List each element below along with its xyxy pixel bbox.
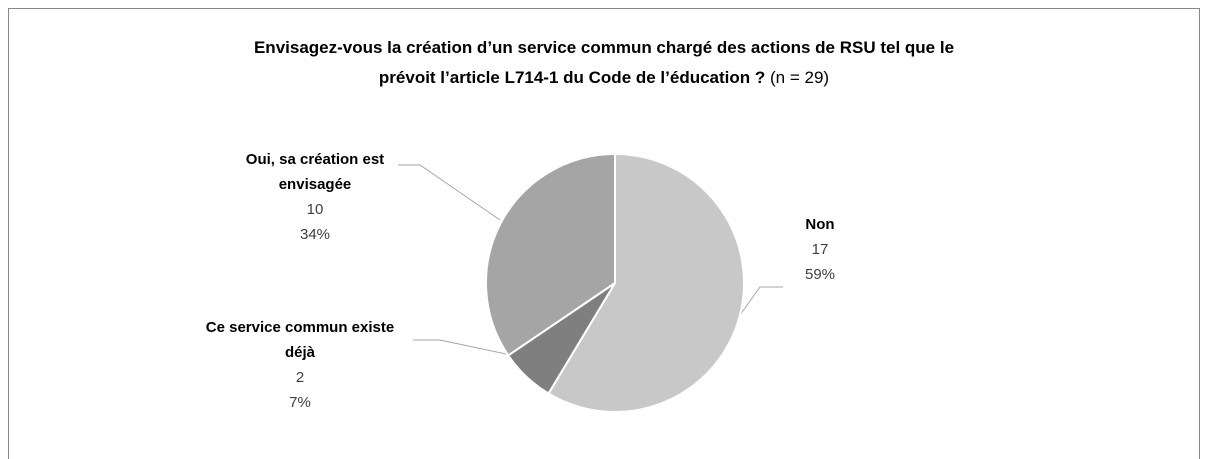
pie-slice [485, 152, 616, 357]
percent-label: 59% [804, 266, 836, 283]
category-label: Non [805, 216, 835, 233]
data-label: Oui, sa création est envisagée 10 34% [215, 147, 415, 247]
value-label: 2 [295, 369, 305, 386]
pie-slice [547, 152, 745, 413]
value-label: 10 [306, 201, 324, 218]
category-label: Ce service commun existe déjà [205, 319, 395, 361]
data-label: Ce service commun existe déjà 2 7% [200, 315, 400, 415]
percent-label: 34% [299, 226, 331, 243]
category-label: Oui, sa création est envisagée [245, 151, 385, 193]
leader-line [739, 286, 783, 316]
chart-title: prévoit l’article L714-1 du Code de l’éd… [379, 68, 829, 87]
percent-label: 7% [289, 394, 311, 411]
chart-title: Envisagez-vous la création d’un service … [254, 38, 954, 57]
leader-line [398, 164, 501, 221]
leader-line [413, 339, 521, 358]
chart-title-line: prévoit l’article L714-1 du Code de l’éd… [379, 68, 765, 87]
data-label: Non 17 59% [720, 212, 920, 287]
value-label: 17 [811, 241, 829, 258]
chart-subtitle: (n = 29) [770, 68, 829, 87]
